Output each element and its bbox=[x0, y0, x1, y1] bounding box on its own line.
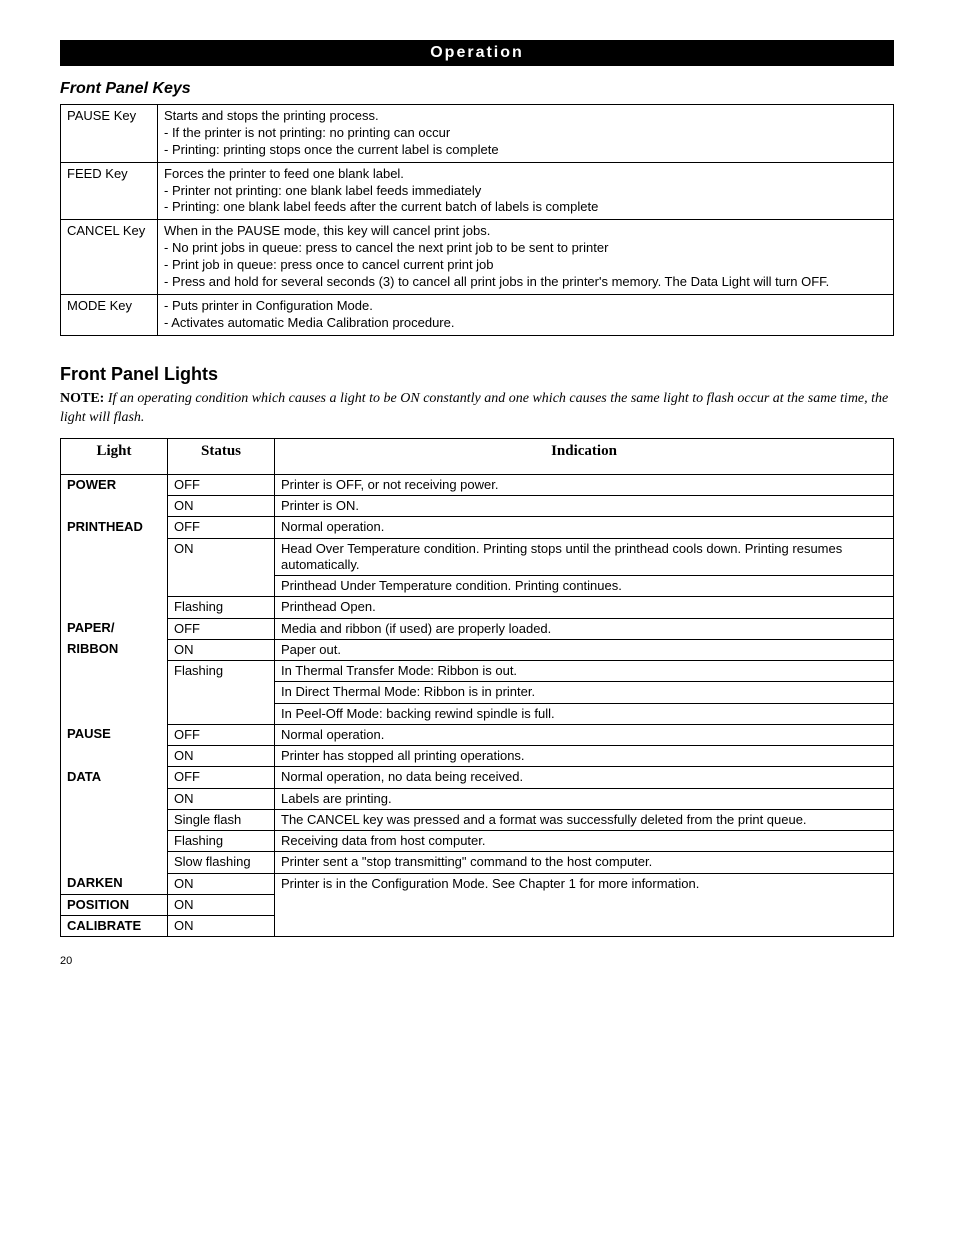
status-cell: OFF bbox=[168, 724, 275, 745]
status-cell: OFF bbox=[168, 618, 275, 639]
status-cell: ON bbox=[168, 873, 275, 894]
status-cell bbox=[168, 682, 275, 703]
key-desc: Starts and stops the printing process.- … bbox=[158, 105, 894, 163]
light-label: CALIBRATE bbox=[61, 916, 168, 937]
table-row: Printhead Under Temperature condition. P… bbox=[61, 576, 894, 597]
lights-section-title: Front Panel Lights bbox=[60, 364, 894, 385]
note-label: NOTE: bbox=[60, 391, 108, 406]
light-label: PAUSE bbox=[61, 724, 168, 767]
light-label: RIBBON bbox=[61, 639, 168, 724]
light-label: DARKEN bbox=[61, 873, 168, 894]
front-panel-lights-table: Light Status Indication POWER OFF Printe… bbox=[60, 438, 894, 938]
key-name: FEED Key bbox=[61, 162, 158, 220]
indication-cell: Printer sent a "stop transmitting" comma… bbox=[275, 852, 894, 873]
indication-cell: Media and ribbon (if used) are properly … bbox=[275, 618, 894, 639]
status-cell: ON bbox=[168, 916, 275, 937]
status-cell bbox=[168, 703, 275, 724]
status-cell bbox=[168, 576, 275, 597]
table-row: POWER OFF Printer is OFF, or not receivi… bbox=[61, 474, 894, 495]
key-desc: Forces the printer to feed one blank lab… bbox=[158, 162, 894, 220]
indication-cell: Printhead Under Temperature condition. P… bbox=[275, 576, 894, 597]
table-row: CANCEL Key When in the PAUSE mode, this … bbox=[61, 220, 894, 295]
light-label: DATA bbox=[61, 767, 168, 873]
status-cell: ON bbox=[168, 746, 275, 767]
front-panel-keys-table: PAUSE Key Starts and stops the printing … bbox=[60, 104, 894, 336]
status-cell: Flashing bbox=[168, 661, 275, 682]
table-row: Flashing Receiving data from host comput… bbox=[61, 831, 894, 852]
table-row: In Direct Thermal Mode: Ribbon is in pri… bbox=[61, 682, 894, 703]
page-number: 20 bbox=[60, 955, 894, 967]
key-name: PAUSE Key bbox=[61, 105, 158, 163]
table-row: Flashing In Thermal Transfer Mode: Ribbo… bbox=[61, 661, 894, 682]
indication-cell: Printhead Open. bbox=[275, 597, 894, 618]
light-label: POSITION bbox=[61, 894, 168, 915]
indication-cell: In Peel-Off Mode: backing rewind spindle… bbox=[275, 703, 894, 724]
note: NOTE: If an operating condition which ca… bbox=[60, 389, 894, 428]
status-cell: ON bbox=[168, 788, 275, 809]
status-cell: Slow flashing bbox=[168, 852, 275, 873]
header-row: Light Status Indication bbox=[61, 438, 894, 474]
table-row: PRINTHEAD OFF Normal operation. bbox=[61, 517, 894, 538]
status-cell: ON bbox=[168, 894, 275, 915]
indication-cell: Normal operation. bbox=[275, 724, 894, 745]
table-row: Slow flashing Printer sent a "stop trans… bbox=[61, 852, 894, 873]
status-cell: OFF bbox=[168, 474, 275, 495]
status-cell: ON bbox=[168, 538, 275, 576]
indication-cell: Receiving data from host computer. bbox=[275, 831, 894, 852]
status-cell: Single flash bbox=[168, 809, 275, 830]
light-label: POWER bbox=[61, 474, 168, 517]
table-row: ON Labels are printing. bbox=[61, 788, 894, 809]
table-row: RIBBON ON Paper out. bbox=[61, 639, 894, 660]
col-light: Light bbox=[61, 438, 168, 474]
table-row: In Peel-Off Mode: backing rewind spindle… bbox=[61, 703, 894, 724]
status-cell: OFF bbox=[168, 517, 275, 538]
indication-cell: Normal operation, no data being received… bbox=[275, 767, 894, 788]
indication-cell: Paper out. bbox=[275, 639, 894, 660]
status-cell: ON bbox=[168, 496, 275, 517]
table-row: DATA OFF Normal operation, no data being… bbox=[61, 767, 894, 788]
key-desc: When in the PAUSE mode, this key will ca… bbox=[158, 220, 894, 295]
table-row: DARKEN ON Printer is in the Configuratio… bbox=[61, 873, 894, 894]
table-row: Single flash The CANCEL key was pressed … bbox=[61, 809, 894, 830]
key-name: MODE Key bbox=[61, 294, 158, 335]
indication-cell: Printer is in the Configuration Mode. Se… bbox=[275, 873, 894, 937]
table-row: FEED Key Forces the printer to feed one … bbox=[61, 162, 894, 220]
indication-cell: Printer is OFF, or not receiving power. bbox=[275, 474, 894, 495]
indication-cell: Head Over Temperature condition. Printin… bbox=[275, 538, 894, 576]
note-text: If an operating condition which causes a… bbox=[60, 391, 888, 426]
status-cell: Flashing bbox=[168, 831, 275, 852]
key-desc: - Puts printer in Configuration Mode.- A… bbox=[158, 294, 894, 335]
indication-cell: Labels are printing. bbox=[275, 788, 894, 809]
indication-cell: Normal operation. bbox=[275, 517, 894, 538]
col-indication: Indication bbox=[275, 438, 894, 474]
table-row: ON Head Over Temperature condition. Prin… bbox=[61, 538, 894, 576]
table-row: ON Printer is ON. bbox=[61, 496, 894, 517]
indication-cell: In Direct Thermal Mode: Ribbon is in pri… bbox=[275, 682, 894, 703]
key-name: CANCEL Key bbox=[61, 220, 158, 295]
table-row: Flashing Printhead Open. bbox=[61, 597, 894, 618]
table-row: PAUSE Key Starts and stops the printing … bbox=[61, 105, 894, 163]
col-status: Status bbox=[168, 438, 275, 474]
status-cell: ON bbox=[168, 639, 275, 660]
table-row: MODE Key - Puts printer in Configuration… bbox=[61, 294, 894, 335]
indication-cell: In Thermal Transfer Mode: Ribbon is out. bbox=[275, 661, 894, 682]
table-row: PAUSE OFF Normal operation. bbox=[61, 724, 894, 745]
status-cell: OFF bbox=[168, 767, 275, 788]
table-row: ON Printer has stopped all printing oper… bbox=[61, 746, 894, 767]
status-cell: Flashing bbox=[168, 597, 275, 618]
light-label: PRINTHEAD bbox=[61, 517, 168, 618]
keys-section-title: Front Panel Keys bbox=[60, 80, 894, 98]
page-header: Operation bbox=[60, 40, 894, 66]
light-label: PAPER/ bbox=[61, 618, 168, 639]
indication-cell: Printer has stopped all printing operati… bbox=[275, 746, 894, 767]
table-row: PAPER/ OFF Media and ribbon (if used) ar… bbox=[61, 618, 894, 639]
indication-cell: The CANCEL key was pressed and a format … bbox=[275, 809, 894, 830]
indication-cell: Printer is ON. bbox=[275, 496, 894, 517]
